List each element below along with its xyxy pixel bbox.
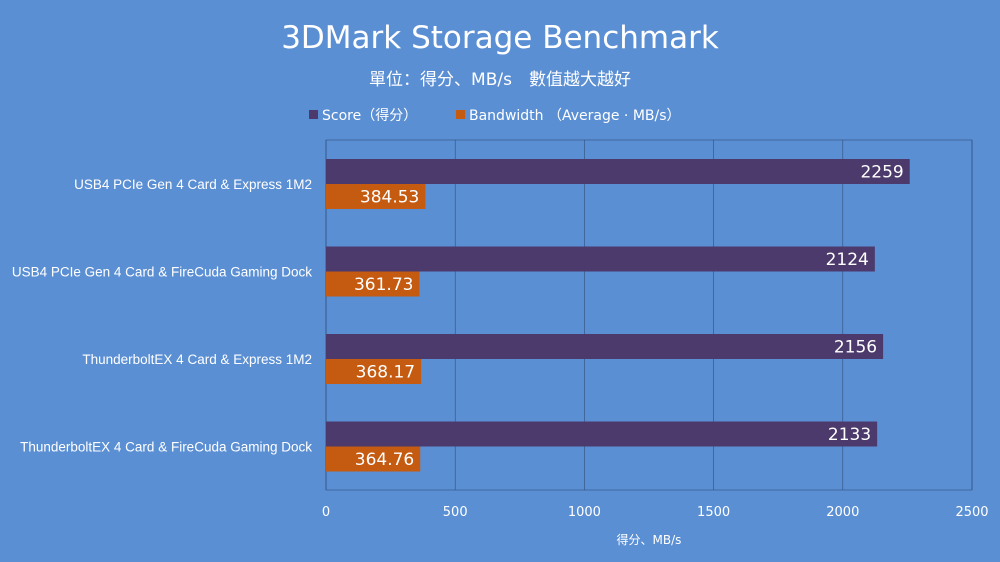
bar-score-4 [326, 421, 878, 447]
bar-bandwidth-2 [326, 271, 420, 297]
x-tick-label: 2500 [955, 505, 988, 520]
data-labels: 2259 384.53 2124 361.73 2156 368.17 2133 364.76 [354, 163, 904, 471]
category-label-1: USB4 PCIe Gen 4 Card & Express 1M2 [74, 177, 312, 192]
data-label-score-1: 2259 [860, 163, 903, 183]
bar-score-2 [326, 246, 875, 272]
category-labels: USB4 PCIe Gen 4 Card & Express 1M2 USB4 P… [12, 177, 312, 455]
bar-score-3 [326, 334, 884, 359]
x-tick-label: 1500 [697, 505, 730, 520]
bar-bandwidth-4 [326, 446, 421, 472]
bar-score-1 [326, 159, 910, 184]
legend-label-score: Score（得分） [322, 107, 417, 124]
data-label-bandwidth-1: 384.53 [360, 188, 419, 208]
chart-subtitle: 單位：得分、MB/s 數值越大越好 [369, 70, 631, 90]
x-tick-label: 0 [322, 505, 330, 520]
legend: Score（得分） Bandwidth （Average · MB/s） [309, 107, 681, 124]
x-tick-label: 1000 [568, 505, 601, 520]
x-tick-labels: 0 500 1000 1500 2000 2500 [322, 505, 989, 520]
data-label-score-4: 2133 [828, 425, 871, 445]
legend-swatch-score [309, 110, 318, 119]
bar-bandwidth-1 [326, 184, 426, 209]
data-label-bandwidth-4: 364.76 [355, 450, 414, 470]
data-label-bandwidth-2: 361.73 [354, 275, 413, 295]
data-label-score-3: 2156 [834, 338, 877, 358]
category-label-3: ThunderboltEX 4 Card & Express 1M2 [82, 352, 312, 367]
chart-title: 3DMark Storage Benchmark [281, 20, 719, 56]
legend-swatch-bandwidth [456, 110, 465, 119]
legend-label-bandwidth: Bandwidth （Average · MB/s） [469, 108, 681, 124]
data-label-bandwidth-3: 368.17 [356, 363, 415, 383]
bar-bandwidth-3 [326, 359, 422, 384]
x-tick-label: 500 [443, 505, 468, 520]
bars [326, 159, 910, 472]
x-tick-label: 2000 [826, 505, 859, 520]
category-label-2: USB4 PCIe Gen 4 Card & FireCuda Gaming D… [12, 265, 312, 280]
data-label-score-2: 2124 [826, 250, 869, 270]
x-axis-title: 得分、MB/s [617, 532, 682, 547]
category-label-4: ThunderboltEX 4 Card & FireCuda Gaming D… [20, 440, 312, 455]
